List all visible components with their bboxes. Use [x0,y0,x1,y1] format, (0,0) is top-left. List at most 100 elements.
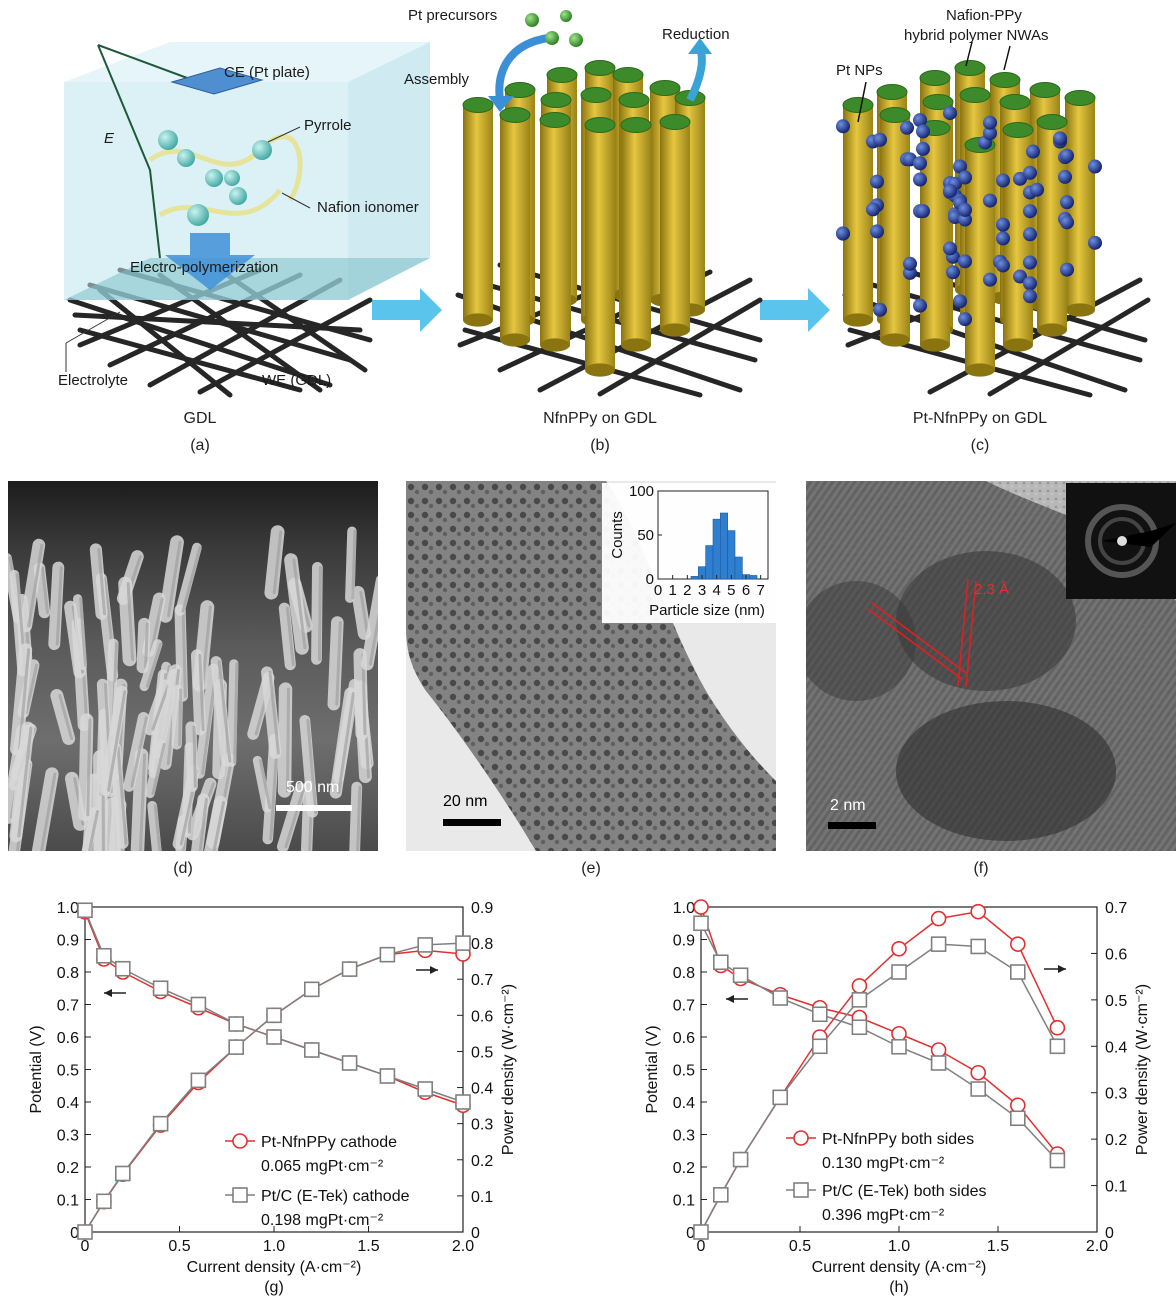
y-tick-label-left: 0.3 [673,1128,695,1145]
data-point-square [341,961,358,977]
data-point-square [732,967,749,984]
schematic-row [64,10,1151,398]
sem-nanowire [171,684,184,750]
sem-nanowire-shade [286,687,291,793]
sem-nanowire-shade [368,611,378,666]
pt-nanoparticle [913,298,927,313]
hist-xtick-label: 0 [654,582,662,599]
arrow-a-to-b [372,288,442,332]
sem-nanowire [89,543,108,620]
legend-marker-circle [793,1130,809,1146]
sem-nanowire-shade [27,543,44,628]
panel-a-drawing [64,42,430,398]
caption-gdl: GDL [183,410,217,427]
label-pyrrole: Pyrrole [304,117,352,134]
y-tick-label-right: 0.5 [471,1044,493,1061]
scale-label-f: 2 nm [830,797,866,814]
x-tick-label: 0.5 [168,1238,190,1255]
scale-bar-e [443,819,501,826]
nanowire-rod-top [922,94,954,110]
data-point-square [970,938,987,955]
sem-nanowire-shade [198,653,205,732]
y-tick-label-right: 0.6 [471,1008,493,1025]
hist-bar [720,512,728,580]
x-tick-label: 1.5 [357,1238,379,1255]
sem-nanowire-shade [145,642,163,688]
nanowire-rod-top [876,84,908,100]
pt-nanoparticle [996,231,1010,246]
data-point-square [115,1165,131,1182]
x-axis-label: Current density (A·cm⁻²) [187,1259,362,1276]
y-tick-label-right: 0.8 [471,936,493,953]
pt-nanoparticle [953,294,967,309]
sem-nanowire [327,616,344,711]
data-point-square [379,1068,396,1084]
y-tick-label-left: 0.4 [57,1095,79,1112]
data-point-square [693,915,709,932]
nanowire-rod-top [879,107,911,123]
y-tick-label-left: 0.5 [673,1063,695,1080]
hist-xtick-label: 4 [712,582,720,599]
pt-nanoparticle [870,174,884,189]
pt-nanoparticle [916,124,930,139]
nanowire-rod-top [649,80,681,96]
data-point-circle [1009,936,1026,952]
pt-nanoparticle [1023,289,1037,304]
sem-nanowire [349,781,363,851]
sem-nanowire [284,553,309,655]
y-tick-label-right: 0.4 [471,1081,493,1098]
pt-nanoparticle [1060,195,1074,210]
pt-nanoparticle [1023,276,1037,291]
pt-nanoparticle [1060,215,1074,230]
y-tick-label-left: 0.3 [57,1128,79,1145]
sem-nanowire-shade [130,716,149,788]
sem-nanowire [277,682,293,798]
x-axis-label: Current density (A·cm⁻²) [812,1259,987,1276]
series-line [700,906,1058,1155]
pt-nanoparticle [1060,148,1074,163]
tem-image: 20 nm 0 50 100 0 1 2 3 4 5 6 7 Counts Particle size … [406,481,776,851]
nanowire-rod-top [618,92,650,108]
pt-nanoparticle [916,141,930,156]
pt-nanoparticle [983,126,997,141]
y-tick-label-right: 0.4 [1105,1039,1127,1056]
sem-nanowire-shade [144,622,149,669]
y-tick-label-right: 0.3 [471,1117,493,1134]
hist-ytick-label: 50 [637,527,654,544]
data-point-circle [1009,1097,1026,1114]
sem-nanowire [185,721,198,792]
y-tick-label-left: 0.2 [673,1160,695,1177]
arrow-b-to-c [760,288,830,332]
pt-nanoparticle [958,170,972,185]
panel-label-d: (d) [173,860,193,877]
data-point-square [96,947,112,964]
sem-nanowire [261,666,282,759]
sem-nanowire [142,592,166,658]
scale-label-e: 20 nm [443,793,488,810]
y-axis-label-right: Power density (W·cm⁻²) [500,984,517,1155]
y-tick-label-right: 0.5 [1105,993,1127,1010]
legend-sub: 0.396 mgPt·cm⁻² [822,1207,945,1224]
sem-nanowire [109,741,129,849]
nanowire-rod-base [965,363,995,377]
hist-xtick-label: 6 [742,582,750,599]
y-tick-label-right: 0.9 [471,900,493,917]
legend-name: Pt-NfnPPy both sides [822,1131,974,1148]
y-tick-label-left: 0.8 [673,965,695,982]
data-point-square [77,902,93,919]
nanowire-rod-base [621,338,651,352]
hist-xlabel: Particle size (nm) [649,602,765,619]
pt-nanoparticle [953,159,967,174]
sem-nanowire [210,656,233,767]
nanowire-rod-top [1002,122,1034,138]
axis-arrow-left [726,995,748,1003]
sem-nanowire [81,806,100,851]
sem-nanowire [345,526,357,603]
data-point-circle [970,903,987,920]
data-point-square [152,1115,169,1132]
nanowire-rod-top [954,60,986,76]
pt-nanoparticle [1030,182,1044,197]
nanowire-rod [540,120,570,345]
label-hybrid-nwas: hybrid polymer NWAs [904,27,1049,44]
sem-nanowire-shade [217,660,232,763]
